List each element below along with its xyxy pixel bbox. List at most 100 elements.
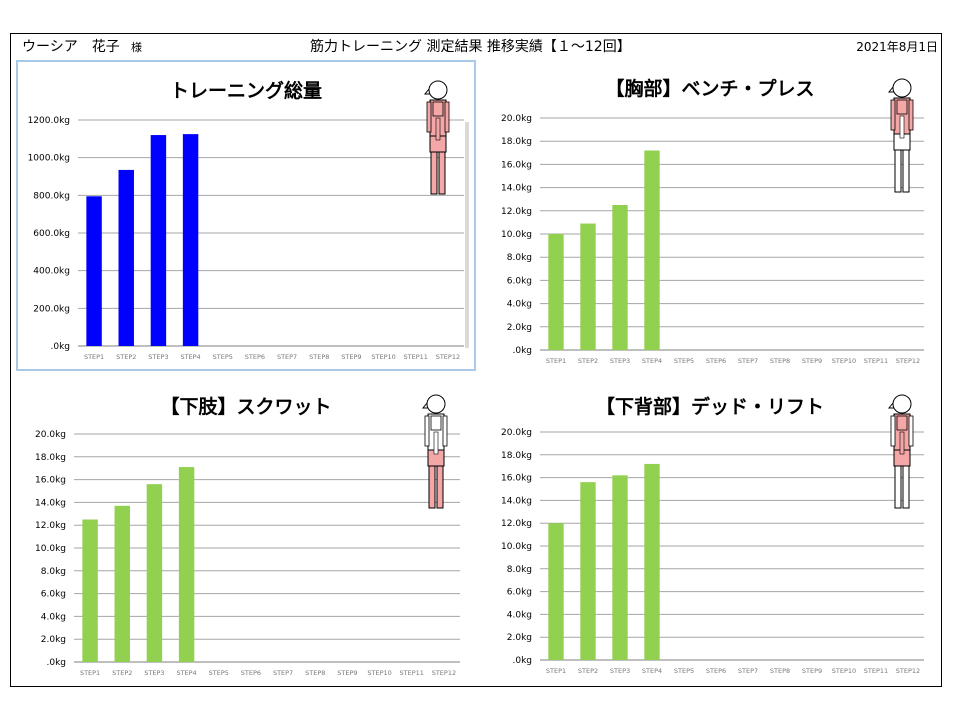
chart-squat[interactable]: 【下肢】スクワット .0kg 2.0kg 4.0kg 6.0kg 8.0kg 10.0kg… bbox=[16, 378, 476, 684]
y-tick-label: 12.0kg bbox=[501, 519, 532, 529]
bar-step3[interactable] bbox=[150, 135, 167, 346]
y-tick-label: 14.0kg bbox=[501, 184, 532, 194]
x-tick-label: STEP4 bbox=[176, 669, 196, 677]
bar-step4[interactable] bbox=[644, 150, 660, 350]
bar-step4[interactable] bbox=[178, 467, 195, 662]
x-tick-label: STEP8 bbox=[770, 357, 790, 365]
x-tick-label: STEP2 bbox=[116, 353, 136, 361]
x-tick-label: STEP9 bbox=[341, 353, 361, 361]
bar-step3[interactable] bbox=[612, 475, 628, 660]
bar-step1[interactable] bbox=[86, 196, 102, 346]
y-tick-label: 400.0kg bbox=[33, 267, 70, 277]
y-tick-label: .0kg bbox=[512, 346, 532, 356]
x-tick-label: STEP5 bbox=[674, 667, 694, 675]
x-tick-label: STEP5 bbox=[213, 353, 233, 361]
y-tick-label: 1200.0kg bbox=[28, 116, 70, 126]
x-tick-label: STEP2 bbox=[578, 667, 598, 675]
y-tick-label: 6.0kg bbox=[507, 588, 532, 598]
chart-deadlift[interactable]: 【下背部】デッド・リフト .0kg 2.0kg 4.0kg 6.0kg 8.0kg 10.… bbox=[484, 378, 936, 684]
y-tick-label: 4.0kg bbox=[507, 300, 532, 310]
x-tick-label: STEP1 bbox=[546, 357, 566, 365]
x-tick-label: STEP3 bbox=[148, 353, 168, 361]
y-tick-label: 20.0kg bbox=[35, 430, 66, 440]
x-tick-label: STEP2 bbox=[112, 669, 132, 677]
x-tick-label: STEP11 bbox=[864, 357, 888, 365]
body-figure-icon bbox=[887, 78, 914, 193]
y-tick-label: 1000.0kg bbox=[28, 154, 70, 164]
bar-step2[interactable] bbox=[118, 169, 134, 346]
bar-step2[interactable] bbox=[580, 482, 596, 660]
bar-step1[interactable] bbox=[548, 234, 564, 350]
x-tick-label: STEP9 bbox=[802, 667, 822, 675]
bar-step4[interactable] bbox=[644, 463, 660, 660]
honorific: 様 bbox=[131, 41, 142, 54]
x-tick-label: STEP12 bbox=[896, 357, 920, 365]
bar-step2[interactable] bbox=[580, 223, 596, 350]
x-tick-label: STEP1 bbox=[84, 353, 104, 361]
y-tick-label: 18.0kg bbox=[501, 137, 532, 147]
y-tick-label: 200.0kg bbox=[33, 304, 70, 314]
chart-total-volume[interactable]: トレーニング総量 .0kg 200.0kg 400.0kg 600.0kg 800.0k… bbox=[16, 60, 476, 371]
y-tick-label: 14.0kg bbox=[501, 496, 532, 506]
chart-title: トレーニング総量 bbox=[169, 80, 322, 102]
y-tick-label: 800.0kg bbox=[33, 191, 70, 201]
y-tick-label: 20.0kg bbox=[501, 428, 532, 438]
y-tick-label: 20.0kg bbox=[501, 114, 532, 124]
y-tick-label: 12.0kg bbox=[35, 521, 66, 531]
x-tick-label: STEP12 bbox=[896, 667, 920, 675]
x-tick-label: STEP6 bbox=[245, 353, 265, 361]
y-tick-label: .0kg bbox=[50, 342, 70, 352]
x-tick-label: STEP12 bbox=[432, 669, 456, 677]
x-tick-label: STEP3 bbox=[144, 669, 164, 677]
x-tick-label: STEP4 bbox=[642, 357, 662, 365]
body-figure-icon bbox=[423, 80, 450, 195]
bar-step3[interactable] bbox=[146, 484, 163, 662]
chart-plot: .0kg 2.0kg 4.0kg 6.0kg 8.0kg 10.0kg 12.0kg 14.0… bbox=[35, 394, 460, 677]
x-tick-label: STEP7 bbox=[277, 353, 297, 361]
x-tick-label: STEP7 bbox=[738, 667, 758, 675]
x-tick-label: STEP3 bbox=[610, 357, 630, 365]
chart-bench-press[interactable]: 【胸部】ベンチ・プレス .0kg 2.0kg 4.0kg 6.0kg 8.0kg 10.0… bbox=[484, 60, 936, 371]
y-tick-label: 8.0kg bbox=[507, 253, 532, 263]
x-tick-label: STEP6 bbox=[706, 667, 726, 675]
x-tick-label: STEP8 bbox=[770, 667, 790, 675]
y-tick-label: 10.0kg bbox=[35, 544, 66, 554]
x-tick-label: STEP10 bbox=[367, 669, 391, 677]
y-tick-label: 2.0kg bbox=[507, 323, 532, 333]
chart-title: 【下肢】スクワット bbox=[160, 396, 332, 418]
x-tick-label: STEP11 bbox=[404, 353, 428, 361]
x-tick-label: STEP3 bbox=[610, 667, 630, 675]
y-tick-label: .0kg bbox=[46, 658, 66, 668]
x-tick-label: STEP11 bbox=[864, 667, 888, 675]
report-frame bbox=[10, 33, 942, 687]
bar-step1[interactable] bbox=[82, 519, 98, 663]
x-tick-label: STEP7 bbox=[738, 357, 758, 365]
x-tick-label: STEP12 bbox=[436, 353, 460, 361]
bar-step2[interactable] bbox=[114, 505, 130, 662]
x-tick-label: STEP6 bbox=[241, 669, 261, 677]
x-tick-label: STEP4 bbox=[642, 667, 662, 675]
x-tick-label: STEP8 bbox=[305, 669, 325, 677]
bar-step1[interactable] bbox=[548, 523, 564, 660]
x-tick-label: STEP10 bbox=[832, 667, 856, 675]
x-tick-label: STEP4 bbox=[180, 353, 200, 361]
y-tick-label: 12.0kg bbox=[501, 207, 532, 217]
x-tick-label: STEP5 bbox=[674, 357, 694, 365]
y-tick-label: 10.0kg bbox=[501, 542, 532, 552]
bar-step3[interactable] bbox=[612, 205, 628, 350]
y-tick-label: 8.0kg bbox=[507, 565, 532, 575]
x-tick-label: STEP6 bbox=[706, 357, 726, 365]
x-tick-label: STEP8 bbox=[309, 353, 329, 361]
y-tick-label: 6.0kg bbox=[41, 590, 66, 600]
x-tick-label: STEP2 bbox=[578, 357, 598, 365]
y-tick-label: 4.0kg bbox=[507, 610, 532, 620]
chart-title: 【下背部】デッド・リフト bbox=[595, 396, 824, 418]
y-tick-label: 2.0kg bbox=[41, 635, 66, 645]
bar-step4[interactable] bbox=[182, 134, 199, 346]
y-tick-label: 18.0kg bbox=[35, 453, 66, 463]
x-tick-label: STEP1 bbox=[80, 669, 100, 677]
y-tick-label: .0kg bbox=[512, 656, 532, 666]
chart-plot: .0kg 2.0kg 4.0kg 6.0kg 8.0kg 10.0kg 12.0kg 14.0… bbox=[501, 78, 924, 365]
y-tick-label: 18.0kg bbox=[501, 451, 532, 461]
x-tick-label: STEP9 bbox=[802, 357, 822, 365]
